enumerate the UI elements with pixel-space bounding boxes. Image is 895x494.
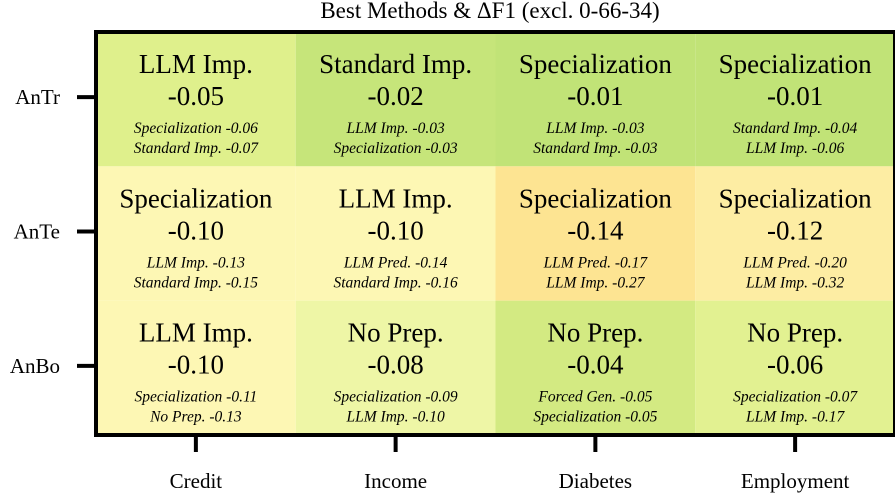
cell-alternative-2: Standard Imp. -0.07 <box>134 140 260 157</box>
x-tick-label: Income <box>364 469 427 493</box>
heatmap-cell <box>695 166 895 301</box>
cell-delta-value: -0.10 <box>368 215 424 245</box>
heatmap-cell <box>96 32 296 167</box>
y-tick-label: AnTe <box>14 220 60 244</box>
cell-alternative-1: LLM Pred. -0.17 <box>543 254 649 271</box>
heatmap-cell <box>295 300 496 435</box>
cell-alternative-2: Specialization -0.03 <box>334 140 458 157</box>
heatmap-cell <box>495 32 696 167</box>
cell-best-method: Specialization <box>519 183 672 213</box>
cell-best-method: Specialization <box>119 183 272 213</box>
cell-alternative-2: Specialization -0.05 <box>533 409 657 426</box>
heatmap-cell <box>695 300 895 435</box>
heatmap-cell <box>295 166 496 301</box>
cell-delta-value: -0.01 <box>567 81 623 111</box>
cell-alternative-2: Standard Imp. -0.03 <box>533 140 658 157</box>
cell-alternative-2: LLM Imp. -0.06 <box>745 140 844 157</box>
heatmap-cell <box>695 32 895 167</box>
cell-best-method: No Prep. <box>547 318 643 348</box>
cell-delta-value: -0.14 <box>567 215 624 245</box>
cell-best-method: LLM Imp. <box>139 318 253 348</box>
cell-best-method: Specialization <box>719 49 872 79</box>
x-tick-label: Diabetes <box>559 469 632 493</box>
cell-delta-value: -0.10 <box>168 215 224 245</box>
heatmap-cell <box>96 166 296 301</box>
cell-best-method: LLM Imp. <box>139 49 253 79</box>
cell-alternative-2: LLM Imp. -0.10 <box>346 409 445 426</box>
chart-title: Best Methods & ΔF1 (excl. 0-66-34) <box>320 0 659 23</box>
cell-delta-value: -0.02 <box>368 81 424 111</box>
cell-alternative-1: Specialization -0.06 <box>134 120 258 137</box>
cell-delta-value: -0.06 <box>767 350 823 380</box>
cell-alternative-1: Forced Gen. -0.05 <box>537 389 652 406</box>
cell-alternative-1: Standard Imp. -0.04 <box>733 120 858 137</box>
heatmap-cell <box>495 300 696 435</box>
cell-alternative-2: LLM Imp. -0.32 <box>745 274 844 291</box>
cell-best-method: LLM Imp. <box>339 183 453 213</box>
cell-alternative-2: LLM Imp. -0.17 <box>745 409 845 426</box>
x-tick-label: Credit <box>170 469 223 493</box>
cell-delta-value: -0.08 <box>368 350 424 380</box>
cell-alternative-1: LLM Imp. -0.03 <box>545 120 644 137</box>
cell-best-method: Specialization <box>519 49 672 79</box>
cell-alternative-1: LLM Imp. -0.13 <box>146 254 245 271</box>
cell-alternative-2: LLM Imp. -0.27 <box>545 274 645 291</box>
cell-best-method: Specialization <box>719 183 872 213</box>
heatmap-cell <box>295 32 496 167</box>
x-tick-label: Employment <box>741 469 850 493</box>
axes: AnTr AnTe AnBo Credit Income Diabetes Employme… <box>10 85 850 493</box>
cell-best-method: No Prep. <box>747 318 843 348</box>
cell-alternative-1: Specialization -0.07 <box>733 389 858 406</box>
cell-alternative-2: Standard Imp. -0.15 <box>134 274 259 291</box>
cell-delta-value: -0.12 <box>767 215 823 245</box>
heatmap-cell <box>495 166 696 301</box>
cell-delta-value: -0.05 <box>168 81 224 111</box>
cell-delta-value: -0.01 <box>767 81 823 111</box>
cell-best-method: No Prep. <box>348 318 444 348</box>
cell-delta-value: -0.10 <box>168 350 224 380</box>
y-tick-label: AnBo <box>10 354 60 378</box>
y-tick-label: AnTr <box>15 85 60 109</box>
cell-alternative-1: LLM Imp. -0.03 <box>346 120 445 137</box>
cell-alternative-2: No Prep. -0.13 <box>149 409 242 426</box>
cell-best-method: Standard Imp. <box>319 49 472 79</box>
cell-alternative-1: Specialization -0.09 <box>334 389 458 406</box>
cell-alternative-1: LLM Pred. -0.20 <box>742 254 847 271</box>
heatmap-cell <box>96 300 296 435</box>
cell-alternative-2: Standard Imp. -0.16 <box>333 274 458 291</box>
cell-alternative-1: Specialization -0.11 <box>134 389 257 406</box>
cell-delta-value: -0.04 <box>567 350 624 380</box>
cell-alternative-1: LLM Pred. -0.14 <box>343 254 448 271</box>
